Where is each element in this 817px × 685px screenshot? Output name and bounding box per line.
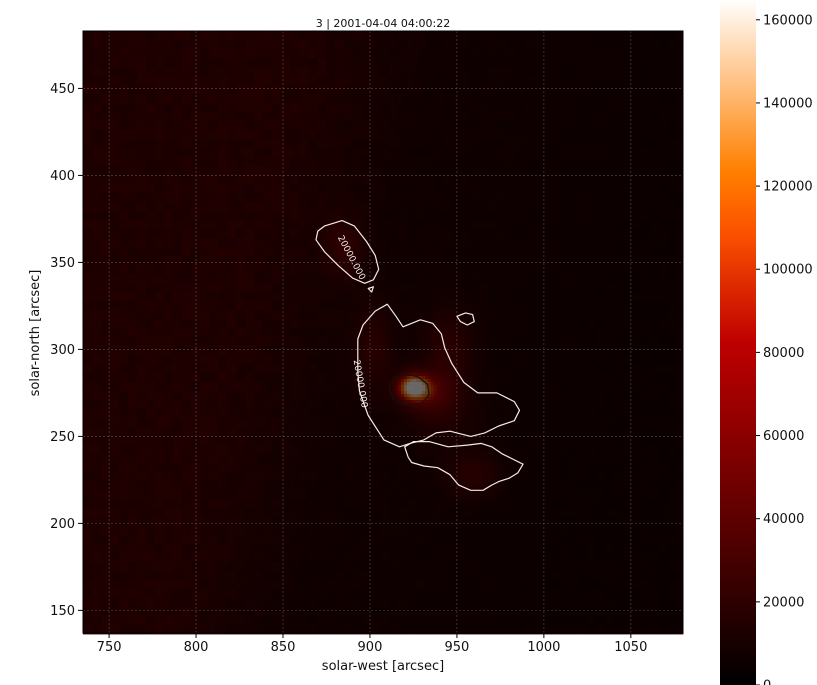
- plot-area: 20000.00020000.000: [82, 30, 684, 635]
